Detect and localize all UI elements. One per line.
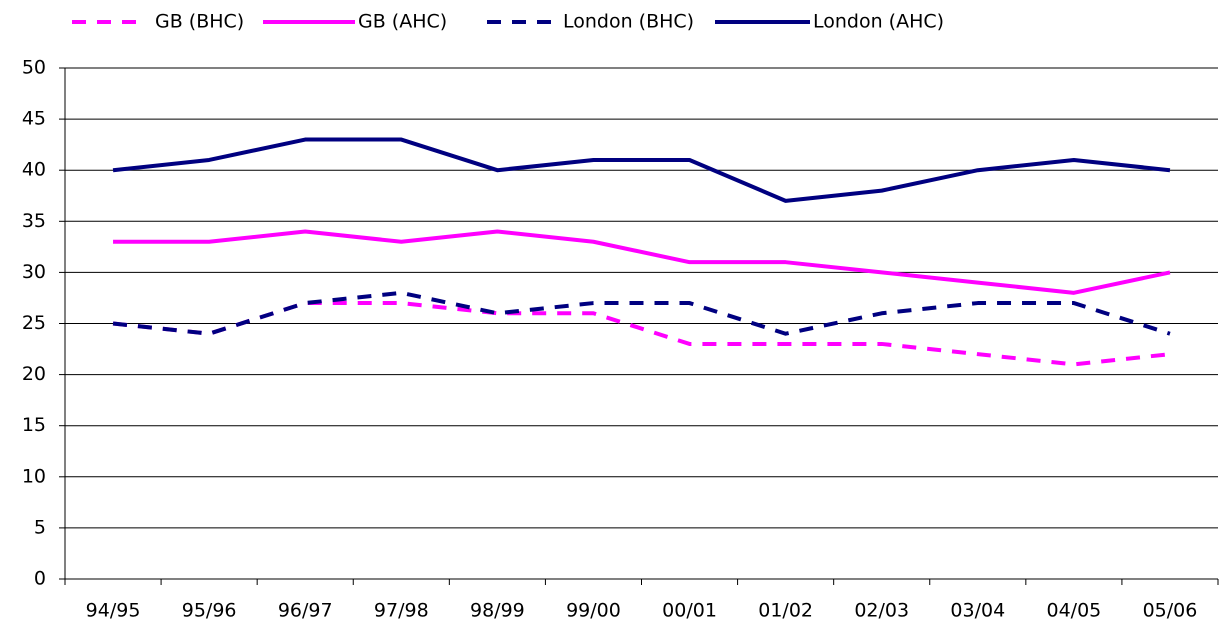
y-tick-label: 0 (34, 568, 46, 590)
y-tick-label: 25 (22, 312, 46, 334)
x-tick-label: 97/98 (374, 600, 429, 622)
line-series (113, 229, 1171, 295)
legend-label: London (AHC) (813, 11, 944, 33)
y-tick-label: 50 (22, 57, 46, 79)
y-tick-label: 35 (22, 210, 46, 232)
x-tick-label: 96/97 (278, 600, 333, 622)
y-tick-label: 45 (22, 108, 46, 130)
y-tick-label: 40 (22, 159, 46, 181)
x-tick-label: 01/02 (758, 600, 813, 622)
legend-label: GB (AHC) (358, 11, 447, 33)
x-tick-label: 98/99 (470, 600, 525, 622)
line-series (112, 290, 1171, 336)
x-tick-label: 00/01 (662, 600, 717, 622)
x-tick-label: 99/00 (566, 600, 621, 622)
y-tick-label: 10 (22, 465, 46, 487)
y-tick-label: 5 (34, 516, 46, 538)
x-tick-label: 03/04 (950, 600, 1005, 622)
line-series (112, 137, 1171, 203)
y-tick-label: 30 (22, 261, 46, 283)
x-tick-label: 94/95 (86, 600, 141, 622)
x-tick-label: 95/96 (182, 600, 237, 622)
y-tick-label: 15 (22, 414, 46, 436)
x-tick-label: 02/03 (854, 600, 909, 622)
y-tick-label: 20 (22, 363, 46, 385)
x-tick-label: 05/06 (1143, 600, 1198, 622)
legend-label: GB (BHC) (155, 11, 244, 33)
x-tick-label: 04/05 (1046, 600, 1101, 622)
legend-label: London (BHC) (563, 11, 694, 33)
